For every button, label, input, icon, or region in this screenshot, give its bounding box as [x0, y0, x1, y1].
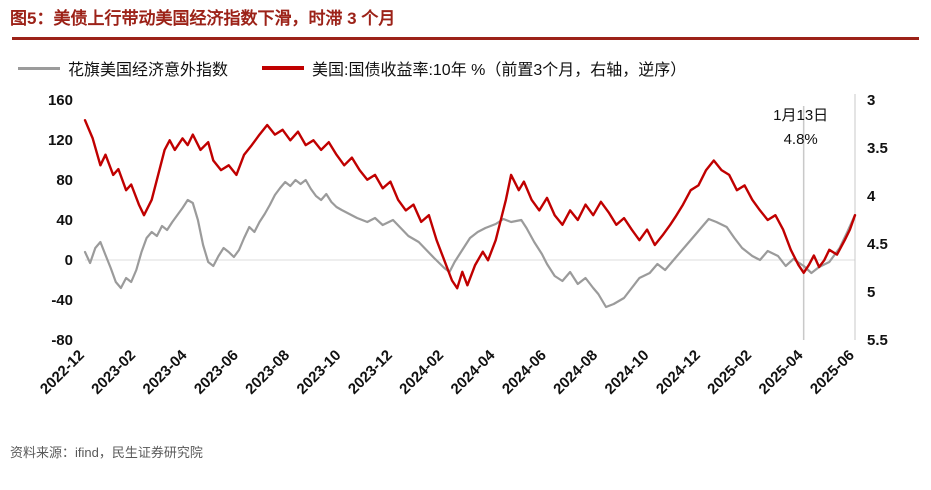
- svg-text:2024-12: 2024-12: [653, 347, 704, 398]
- legend-label-treasury-yield: 美国:国债收益率:10年 %（前置3个月，右轴，逆序）: [312, 62, 687, 79]
- svg-text:160: 160: [48, 92, 73, 109]
- svg-text:2024-02: 2024-02: [396, 347, 447, 398]
- figure-footer: 资料来源：ifind，民生证券研究院: [0, 436, 931, 461]
- svg-text:3.5: 3.5: [867, 140, 888, 157]
- svg-text:0: 0: [65, 252, 73, 269]
- svg-text:2023-12: 2023-12: [345, 347, 396, 398]
- svg-text:40: 40: [56, 212, 73, 229]
- svg-text:2025-04: 2025-04: [756, 346, 807, 397]
- svg-text:2023-04: 2023-04: [140, 346, 191, 397]
- svg-text:2022-12: 2022-12: [37, 347, 88, 398]
- svg-text:2025-06: 2025-06: [807, 347, 858, 398]
- svg-text:3: 3: [867, 92, 875, 109]
- svg-text:5: 5: [867, 284, 875, 301]
- svg-text:1月13日: 1月13日: [773, 107, 828, 124]
- legend-label-surprise-index: 花旗美国经济意外指数: [68, 62, 229, 79]
- svg-text:2023-10: 2023-10: [294, 347, 345, 398]
- svg-text:-40: -40: [51, 292, 73, 309]
- svg-text:80: 80: [56, 172, 73, 189]
- source-note: 资料来源：ifind，民生证券研究院: [10, 445, 203, 460]
- figure-header: 图5：美债上行带动美国经济指数下滑，时滞 3 个月: [0, 0, 931, 40]
- svg-text:2023-02: 2023-02: [88, 347, 139, 398]
- legend-swatch-red-line: [262, 66, 305, 70]
- svg-text:2024-04: 2024-04: [448, 346, 499, 397]
- svg-text:4.8%: 4.8%: [784, 131, 818, 148]
- svg-text:2025-02: 2025-02: [704, 347, 755, 398]
- svg-text:2024-06: 2024-06: [499, 347, 550, 398]
- svg-text:120: 120: [48, 132, 73, 149]
- legend: 花旗美国经济意外指数 美国:国债收益率:10年 %（前置3个月，右轴，逆序）: [0, 56, 931, 80]
- svg-text:2023-08: 2023-08: [242, 347, 293, 398]
- title-underline: [12, 37, 919, 40]
- legend-item-treasury-yield: 美国:国债收益率:10年 %（前置3个月，右轴，逆序）: [262, 56, 686, 80]
- page-title: 图5：美债上行带动美国经济指数下滑，时滞 3 个月: [10, 9, 396, 28]
- svg-text:2023-06: 2023-06: [191, 347, 242, 398]
- svg-text:2024-08: 2024-08: [550, 347, 601, 398]
- legend-item-surprise-index: 花旗美国经济意外指数: [18, 56, 228, 80]
- svg-text:2024-10: 2024-10: [602, 347, 653, 398]
- legend-swatch-gray-line: [18, 66, 60, 70]
- svg-text:4: 4: [867, 188, 876, 205]
- svg-text:4.5: 4.5: [867, 236, 888, 253]
- svg-text:5.5: 5.5: [867, 332, 888, 349]
- svg-text:-80: -80: [51, 332, 73, 349]
